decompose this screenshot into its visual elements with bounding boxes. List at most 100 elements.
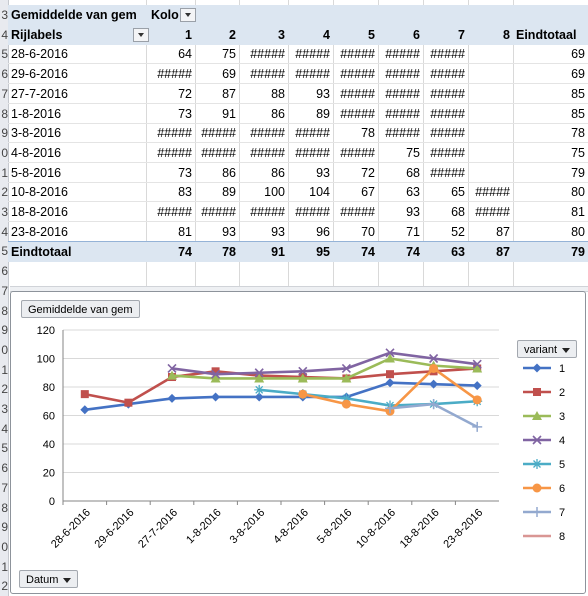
data-cell[interactable]: 87 [496, 224, 510, 239]
value-field-header[interactable]: Gemiddelde van gem [11, 8, 137, 22]
column-header[interactable]: 5 [368, 27, 375, 42]
data-cell[interactable]: 75 [222, 47, 236, 62]
row-total-cell[interactable]: 85 [571, 86, 585, 101]
column-header[interactable]: 1 [185, 27, 192, 42]
data-cell[interactable]: ##### [340, 145, 375, 160]
data-cell[interactable]: ##### [295, 47, 330, 62]
data-cell[interactable]: 93 [222, 224, 236, 239]
row-label[interactable]: 3-8-2016 [11, 126, 62, 141]
data-cell[interactable]: ##### [430, 47, 465, 62]
data-cell[interactable] [468, 163, 513, 183]
data-cell[interactable]: 70 [361, 224, 375, 239]
data-cell[interactable]: 93 [316, 165, 330, 180]
row-total-cell[interactable]: 75 [571, 145, 585, 160]
grand-total-cell[interactable]: 63 [451, 245, 465, 260]
grand-total-label[interactable]: Eindtotaal [11, 245, 72, 260]
row-total-cell[interactable]: 78 [571, 126, 585, 141]
data-cell[interactable]: ##### [430, 106, 465, 121]
row-label[interactable]: 1-8-2016 [11, 106, 62, 121]
data-cell[interactable]: 69 [222, 67, 236, 82]
data-cell[interactable] [468, 44, 513, 64]
data-cell[interactable]: 86 [222, 165, 236, 180]
data-cell[interactable]: 89 [316, 106, 330, 121]
data-cell[interactable]: ##### [430, 86, 465, 101]
data-cell[interactable]: ##### [295, 67, 330, 82]
data-cell[interactable] [468, 143, 513, 163]
data-cell[interactable]: 86 [271, 106, 285, 121]
data-cell[interactable]: ##### [201, 145, 236, 160]
column-header[interactable]: 7 [458, 27, 465, 42]
data-cell[interactable]: ##### [250, 205, 285, 219]
row-label[interactable]: 28-6-2016 [11, 47, 68, 62]
data-cell[interactable]: ##### [295, 145, 330, 160]
data-cell[interactable]: 89 [222, 185, 236, 200]
data-cell[interactable]: 87 [222, 86, 236, 101]
grand-total-cell[interactable]: 91 [271, 245, 285, 260]
data-cell[interactable]: ##### [157, 126, 192, 141]
data-cell[interactable]: ##### [430, 165, 465, 180]
data-cell[interactable]: ##### [385, 86, 420, 101]
grand-total-cell[interactable]: 78 [222, 245, 236, 260]
data-cell[interactable]: 63 [406, 185, 420, 200]
data-cell[interactable]: 93 [406, 205, 420, 219]
row-total-cell[interactable]: 69 [571, 67, 585, 82]
grand-total-cell[interactable]: 74 [361, 245, 375, 260]
data-cell[interactable]: ##### [250, 67, 285, 82]
row-total-cell[interactable]: 85 [571, 106, 585, 121]
grand-total-cell[interactable]: 74 [406, 245, 420, 260]
data-cell[interactable]: 93 [316, 86, 330, 101]
data-cell[interactable]: ##### [201, 205, 236, 219]
data-cell[interactable]: ##### [340, 67, 375, 82]
row-label[interactable]: 18-8-2016 [11, 205, 68, 219]
column-filter-dropdown-icon[interactable] [180, 8, 196, 22]
column-header[interactable]: 8 [503, 27, 510, 42]
data-cell[interactable]: ##### [340, 47, 375, 62]
data-cell[interactable] [468, 84, 513, 104]
data-cell[interactable]: 72 [361, 165, 375, 180]
data-cell[interactable]: 71 [406, 224, 420, 239]
data-cell[interactable]: 91 [222, 106, 236, 121]
data-cell[interactable]: 64 [178, 47, 192, 62]
data-cell[interactable]: ##### [201, 126, 236, 141]
column-header[interactable]: 2 [229, 27, 236, 42]
grand-total-header[interactable]: Eindtotaal [516, 27, 577, 42]
column-header[interactable]: 3 [278, 27, 285, 42]
grand-total-cell[interactable]: 74 [178, 245, 192, 260]
data-cell[interactable]: 65 [451, 185, 465, 200]
data-cell[interactable]: ##### [250, 145, 285, 160]
row-label[interactable]: 29-6-2016 [11, 67, 68, 82]
data-cell[interactable]: ##### [430, 67, 465, 82]
data-cell[interactable]: ##### [340, 205, 375, 219]
data-cell[interactable]: ##### [250, 47, 285, 62]
data-cell[interactable]: 72 [178, 86, 192, 101]
grand-total-cell[interactable]: 95 [316, 245, 330, 260]
data-cell[interactable] [468, 123, 513, 143]
data-cell[interactable]: 75 [406, 145, 420, 160]
data-cell[interactable]: ##### [295, 126, 330, 141]
data-cell[interactable]: 68 [406, 165, 420, 180]
legend-field-button[interactable]: variant [517, 340, 578, 358]
data-cell[interactable]: ##### [340, 86, 375, 101]
data-cell[interactable]: ##### [430, 145, 465, 160]
data-cell[interactable]: 93 [271, 224, 285, 239]
data-cell[interactable] [468, 64, 513, 84]
data-cell[interactable]: ##### [385, 126, 420, 141]
data-cell[interactable]: ##### [157, 205, 192, 219]
grand-total-cell[interactable]: 87 [496, 245, 510, 260]
data-cell[interactable]: ##### [340, 106, 375, 121]
value-field-button[interactable]: Gemiddelde van gem [21, 300, 140, 318]
column-field-header[interactable]: Kolo [151, 8, 179, 22]
row-total-cell[interactable]: 81 [571, 205, 585, 219]
data-cell[interactable]: 67 [361, 185, 375, 200]
axis-field-button[interactable]: Datum [19, 570, 79, 588]
row-total-cell[interactable]: 80 [571, 224, 585, 239]
data-cell[interactable]: 96 [316, 224, 330, 239]
data-cell[interactable]: 100 [264, 185, 285, 200]
row-label[interactable]: 5-8-2016 [11, 165, 62, 180]
data-cell[interactable]: ##### [385, 106, 420, 121]
data-cell[interactable]: ##### [250, 126, 285, 141]
data-cell[interactable]: 83 [178, 185, 192, 200]
data-cell[interactable]: ##### [430, 126, 465, 141]
column-header[interactable]: 4 [323, 27, 330, 42]
row-labels-header[interactable]: Rijlabels [11, 27, 63, 42]
